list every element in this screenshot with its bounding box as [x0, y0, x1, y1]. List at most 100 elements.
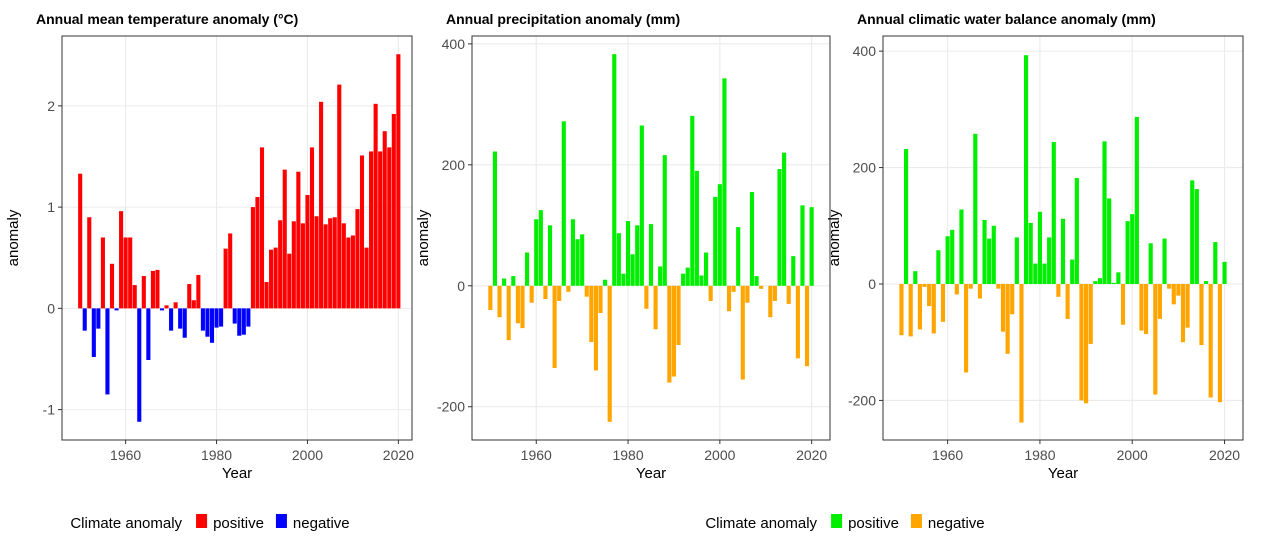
- bar: [159, 308, 165, 311]
- bar: [964, 283, 969, 373]
- y-tick-label: 1: [47, 199, 55, 215]
- x-tick-label: 1980: [201, 447, 232, 463]
- bar: [1116, 272, 1121, 284]
- y-tick-label: -200: [848, 392, 876, 408]
- bar: [178, 308, 183, 329]
- bar: [282, 169, 287, 309]
- x-tick-label: 2020: [383, 447, 414, 463]
- bar: [378, 151, 383, 309]
- legend: Climate anomaly positive negative: [705, 514, 985, 532]
- bar: [749, 192, 755, 286]
- legend-swatch: [910, 514, 922, 528]
- bar: [612, 54, 617, 286]
- bar: [141, 275, 146, 309]
- bar: [570, 219, 576, 286]
- x-tick-label: 1960: [110, 447, 141, 463]
- x-axis-title: Year: [1048, 465, 1078, 482]
- bar: [786, 285, 791, 304]
- bar: [82, 308, 87, 331]
- bar: [391, 113, 396, 309]
- bar: [228, 233, 233, 309]
- bar: [1070, 259, 1075, 284]
- legend-swatch: [831, 514, 843, 528]
- legend-title: Climate anomaly: [70, 515, 182, 532]
- bar: [899, 283, 904, 336]
- bar: [547, 225, 553, 286]
- bar: [237, 308, 242, 336]
- bar: [740, 285, 745, 380]
- bar: [713, 196, 718, 286]
- bar: [795, 285, 800, 359]
- bar: [341, 223, 346, 309]
- bar: [96, 308, 101, 329]
- bar: [708, 285, 713, 301]
- x-tick-label: 2000: [1117, 447, 1148, 463]
- bar: [1014, 237, 1019, 284]
- bar: [119, 211, 124, 309]
- bar: [561, 121, 566, 286]
- bar: [1051, 141, 1056, 284]
- bar: [593, 285, 598, 371]
- x-tick-label: 2000: [292, 447, 323, 463]
- bar: [552, 285, 557, 369]
- bar: [287, 253, 292, 309]
- bar: [382, 131, 387, 309]
- bar: [1157, 283, 1162, 319]
- bar: [625, 221, 631, 286]
- bar: [644, 285, 649, 309]
- bar: [685, 267, 690, 286]
- bar: [977, 283, 982, 299]
- x-axis-title: Year: [222, 465, 252, 482]
- legend-label: negative: [928, 515, 985, 532]
- bar: [525, 252, 530, 286]
- bar: [940, 283, 946, 322]
- bar: [607, 285, 612, 422]
- bar: [616, 233, 621, 286]
- bar: [671, 285, 677, 377]
- bar: [557, 285, 562, 301]
- y-tick-label: 2: [47, 98, 55, 114]
- y-tick-label: -200: [437, 399, 465, 415]
- bar: [520, 285, 525, 329]
- bar: [1005, 283, 1010, 354]
- bar: [772, 285, 777, 301]
- bar: [214, 308, 219, 328]
- y-axis-title: anomaly: [826, 209, 843, 266]
- bar: [931, 283, 936, 334]
- bar: [182, 308, 187, 338]
- bar: [726, 285, 732, 312]
- bar: [1190, 180, 1195, 284]
- bar: [132, 285, 137, 309]
- y-tick-label: 400: [853, 43, 877, 59]
- bar: [1088, 283, 1093, 344]
- bar: [488, 285, 493, 310]
- bar: [150, 270, 155, 309]
- bar: [1144, 283, 1149, 335]
- bar: [991, 225, 996, 284]
- bar: [566, 285, 571, 292]
- bar: [128, 237, 133, 309]
- legend-label: negative: [293, 515, 350, 532]
- bar: [1111, 282, 1116, 284]
- bar: [350, 235, 355, 309]
- bar: [250, 207, 255, 309]
- bar: [529, 285, 534, 303]
- bar: [511, 276, 516, 286]
- bar: [662, 155, 667, 286]
- legend: Climate anomaly positive negative: [70, 514, 350, 532]
- y-tick-label: 0: [47, 300, 55, 316]
- x-tick-label: 1960: [932, 447, 963, 463]
- bar: [332, 217, 337, 309]
- bar: [996, 283, 1001, 289]
- bar: [278, 220, 283, 309]
- bar: [314, 216, 319, 309]
- bar: [913, 271, 918, 284]
- y-tick-label: 200: [442, 157, 466, 173]
- bar: [1130, 214, 1135, 284]
- bar: [1222, 261, 1227, 284]
- bar: [584, 285, 589, 297]
- bar: [114, 308, 119, 311]
- bar: [1176, 283, 1181, 296]
- bar: [945, 236, 950, 284]
